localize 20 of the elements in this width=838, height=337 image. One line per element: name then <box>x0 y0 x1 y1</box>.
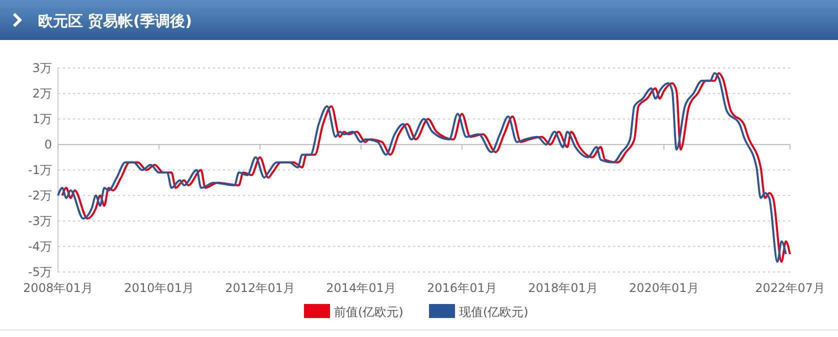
x-tick-label: 2012年01月 <box>225 281 295 295</box>
legend-label: 现值(亿欧元) <box>459 305 528 319</box>
y-tick-label: 0 <box>44 138 52 152</box>
x-tick-label: 2016年01月 <box>427 281 497 295</box>
y-tick-label: -4万 <box>28 240 52 254</box>
chart-title: 欧元区 贸易帐(季调後) <box>38 12 192 30</box>
x-tick-label: 2020年01月 <box>629 281 699 295</box>
y-tick-label: 3万 <box>32 61 52 75</box>
x-tick-label: 2018年01月 <box>528 281 598 295</box>
x-tick-label: 2010年01月 <box>124 281 194 295</box>
x-tick-label: 2008年01月 <box>23 281 93 295</box>
y-tick-label: -1万 <box>28 163 52 177</box>
x-tick-label: 2014年01月 <box>326 281 396 295</box>
legend-label: 前值(亿欧元) <box>334 305 404 319</box>
y-tick-label: -5万 <box>28 265 52 279</box>
y-tick-label: 1万 <box>32 112 52 126</box>
y-tick-label: 2万 <box>32 86 52 100</box>
y-tick-label: -3万 <box>28 214 52 228</box>
y-tick-label: -2万 <box>28 188 52 202</box>
x-tick-label: 2022年07月 <box>755 281 825 295</box>
